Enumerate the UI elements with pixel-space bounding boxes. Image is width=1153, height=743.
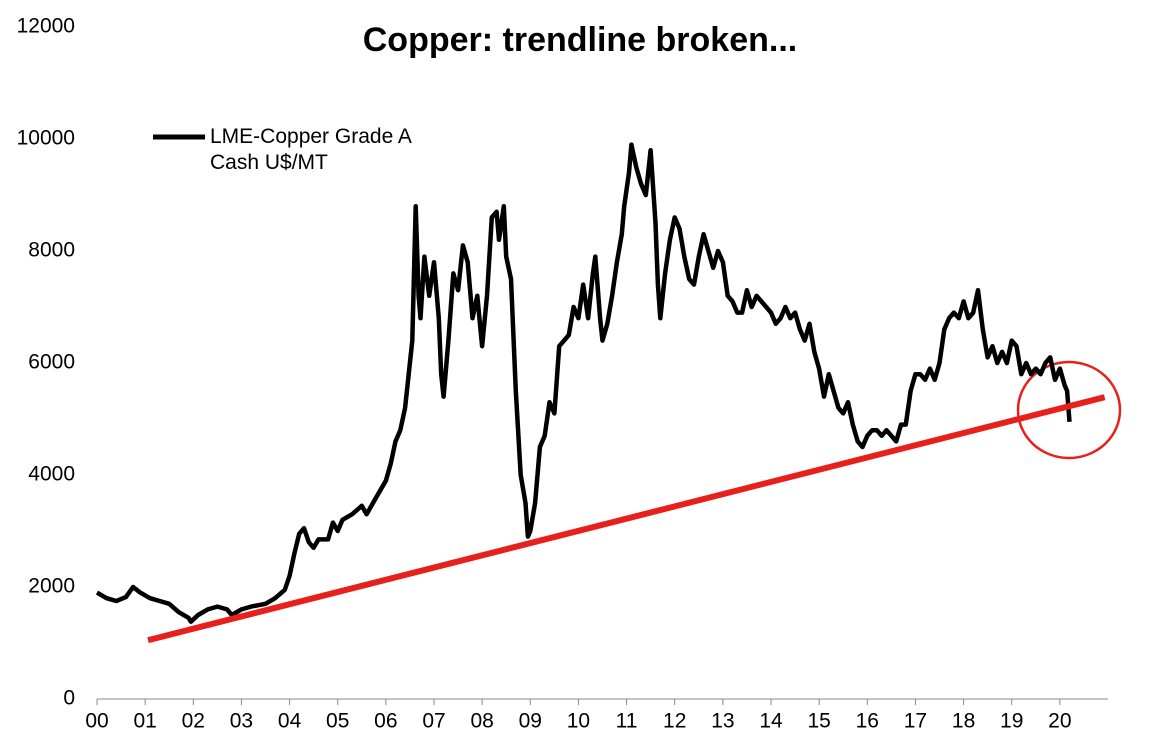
x-tick-label: 04 [278,710,302,733]
y-tick-label: 6000 [28,351,75,374]
x-tick-label: 03 [230,710,253,733]
y-tick-label: 2000 [28,575,75,598]
highlight-circle [1016,360,1122,460]
data-line [95,142,1072,624]
y-tick-label: 8000 [28,239,75,262]
x-tick-label: 01 [133,710,156,733]
y-tick-label: 10000 [17,127,75,150]
y-tick-label: 4000 [28,463,75,486]
x-tick-label: 17 [904,710,927,733]
x-tick-label: 15 [807,710,830,733]
x-tick-label: 19 [1000,710,1023,733]
x-tick-label: 06 [374,710,397,733]
x-tick-label: 16 [856,710,879,733]
y-tick-label: 12000 [17,15,75,38]
x-tick-label: 14 [759,710,783,733]
x-tick-label: 08 [470,710,493,733]
x-tick-label: 05 [326,710,349,733]
y-tick-label: 0 [63,687,75,710]
x-tick-label: 12 [663,710,686,733]
legend-label: LME-Copper Grade A Cash U$/MT [210,125,411,174]
chart-title: Copper: trendline broken... [363,21,797,59]
x-tick-label: 20 [1048,710,1071,733]
x-tick-label: 10 [567,710,590,733]
x-tick-label: 02 [182,710,205,733]
x-tick-label: 09 [519,710,542,733]
x-tick-label: 07 [422,710,445,733]
x-tick-label: 00 [85,710,108,733]
x-tick-label: 11 [616,710,638,733]
trendline [147,394,1106,644]
x-tick-label: 18 [952,710,975,733]
x-tick-label: 13 [711,710,734,733]
